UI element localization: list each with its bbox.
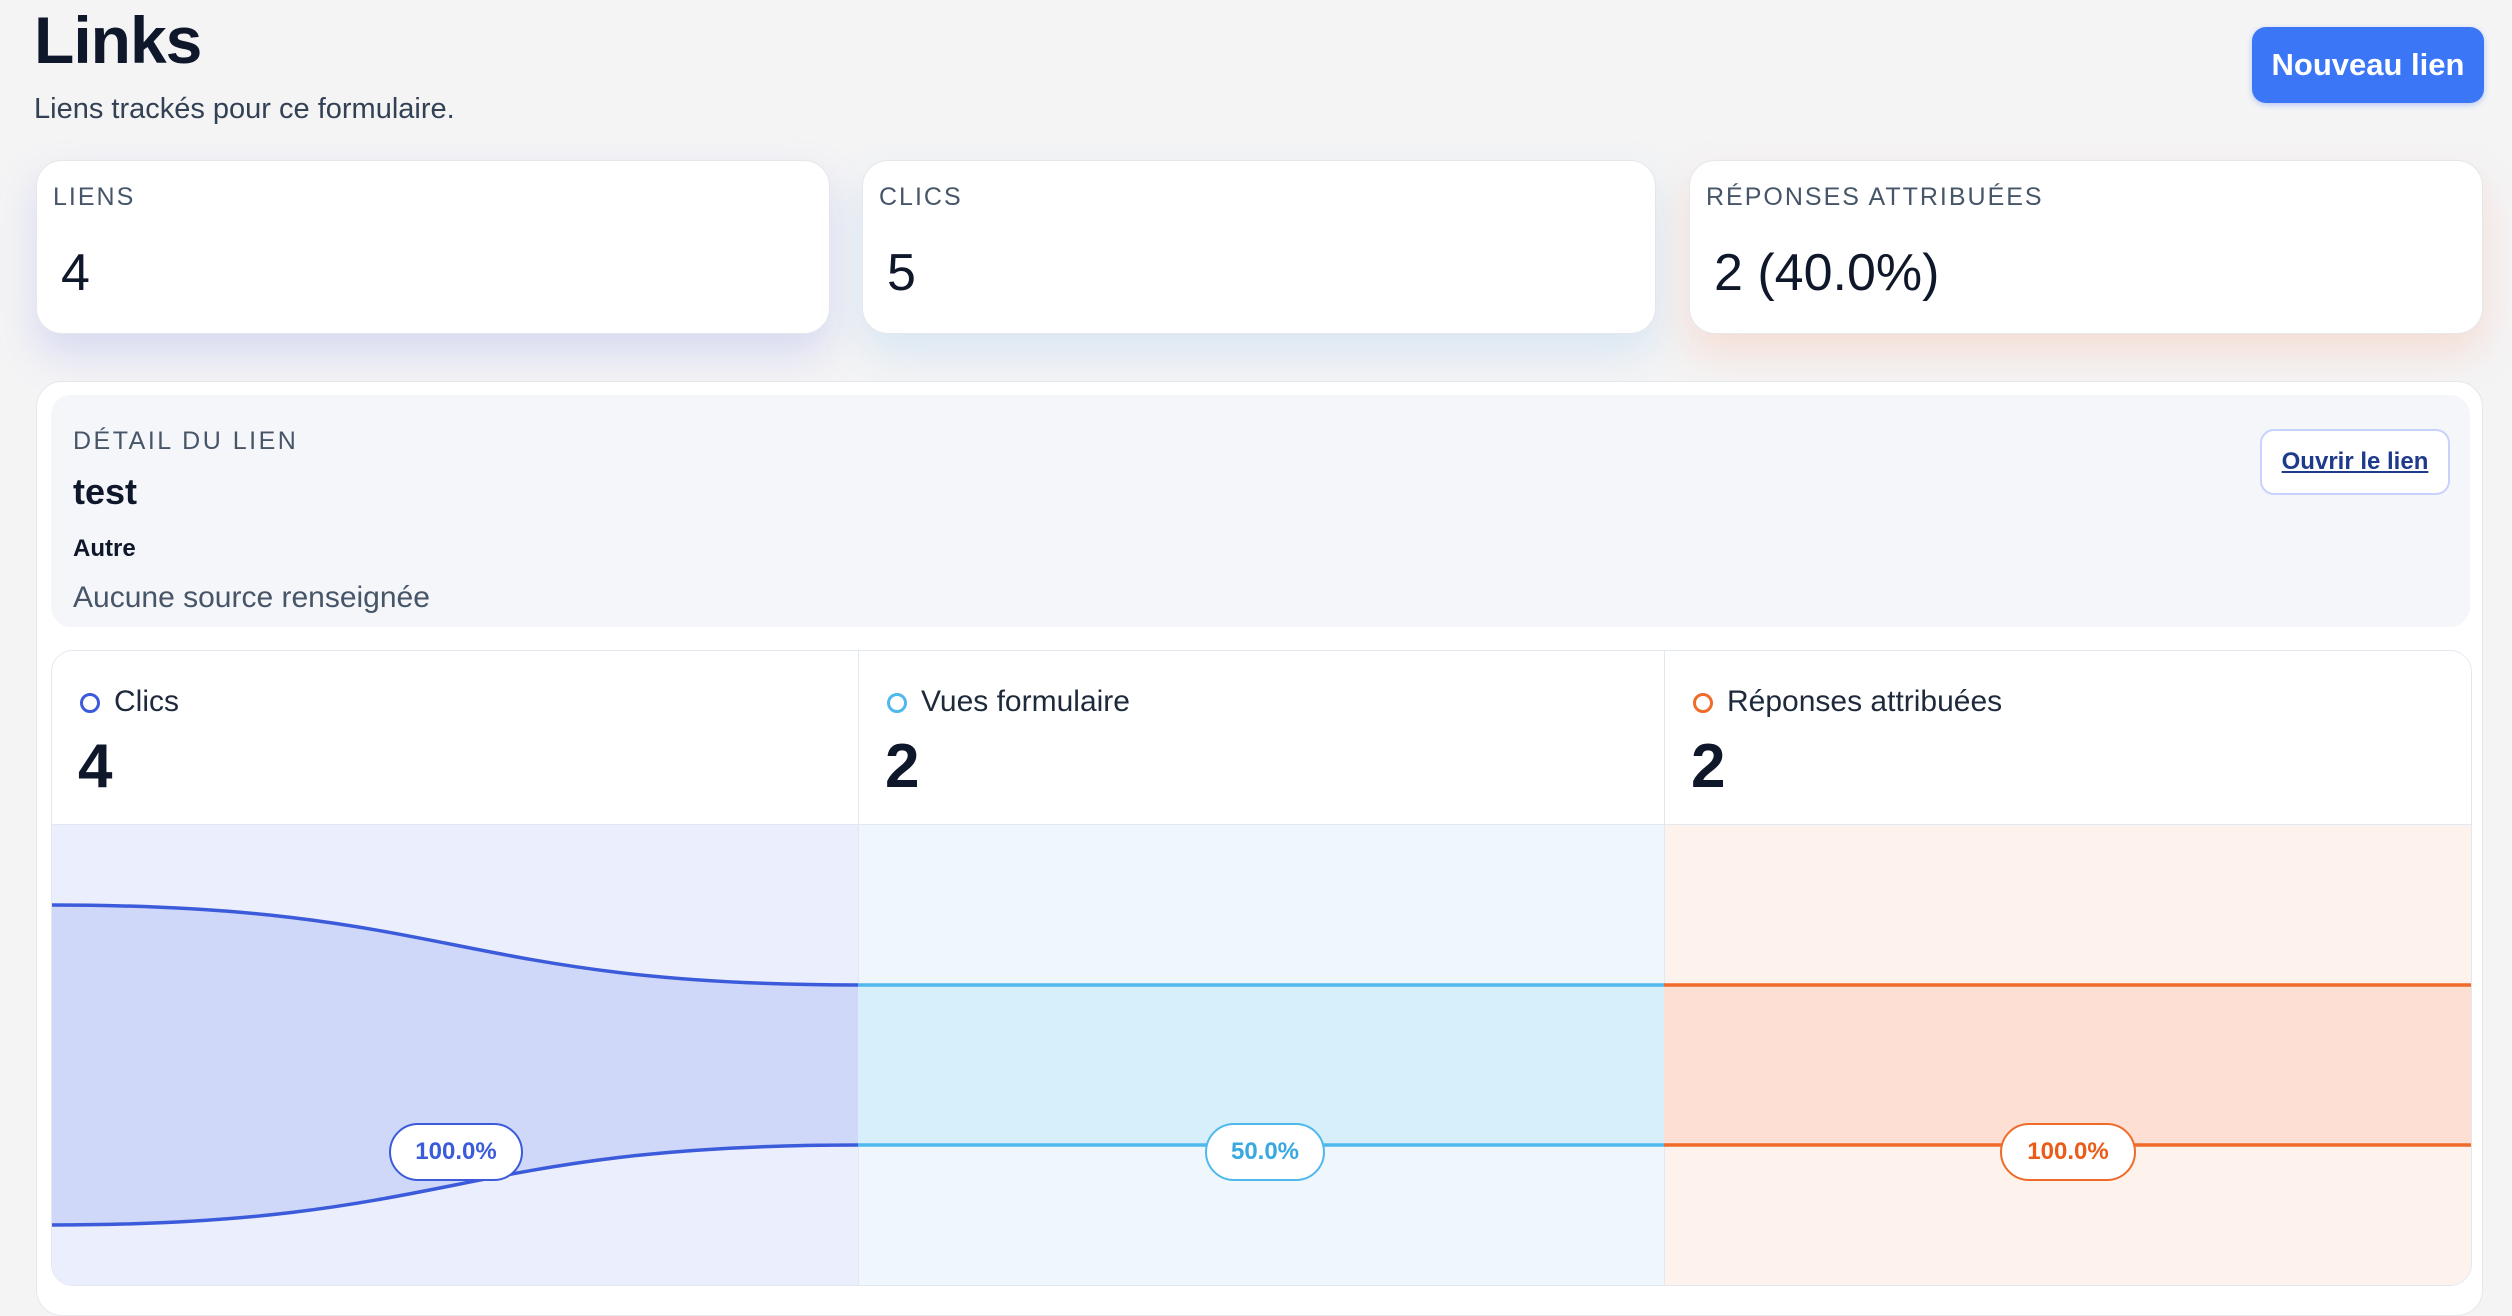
page-title: Links (34, 3, 202, 77)
funnel-flow-bottom-clicks (52, 1143, 859, 1227)
funnel-step-label: Clics (114, 685, 179, 718)
funnel-flow-area-responses (1664, 985, 2471, 1145)
stat-card-responses: RÉPONSES ATTRIBUÉES 2 (40.0%) (1689, 160, 2483, 334)
link-name: test (73, 471, 138, 512)
circle-icon (1693, 693, 1713, 713)
funnel-step-value: 2 (1691, 732, 1726, 801)
stat-card-links: LIENS 4 (36, 160, 830, 334)
circle-icon (80, 693, 100, 713)
page-subtitle: Liens trackés pour ce formulaire. (34, 93, 455, 125)
funnel-step-header: Vues formulaire 2 (859, 651, 1664, 825)
new-link-button[interactable]: Nouveau lien (2252, 27, 2484, 103)
funnel-step-label: Vues formulaire (921, 685, 1130, 718)
funnel-step-header: Clics 4 (52, 651, 858, 825)
link-source: Aucune source renseignée (73, 581, 430, 614)
circle-icon (887, 693, 907, 713)
funnel-step-header: Réponses attribuées 2 (1665, 651, 2471, 825)
stat-value: 4 (61, 244, 90, 302)
stat-value: 5 (887, 244, 916, 302)
funnel-step-value: 2 (885, 732, 920, 801)
funnel-flow-area-views (858, 985, 1664, 1145)
funnel-step-label: Réponses attribuées (1727, 685, 2003, 718)
stat-card-clicks: CLICS 5 (862, 160, 1656, 334)
detail-eyebrow: DÉTAIL DU LIEN (73, 427, 299, 455)
stat-value: 2 (40.0%) (1714, 244, 1940, 302)
open-link-button[interactable]: Ouvrir le lien (2260, 429, 2450, 495)
link-type: Autre (73, 535, 136, 562)
conversion-rate-badge: 100.0% (389, 1123, 523, 1181)
funnel-flow (52, 903, 2471, 1227)
funnel-flow-top-clicks (52, 903, 859, 987)
funnel-flow-area-clicks (52, 905, 858, 1225)
funnel-step-value: 4 (78, 732, 113, 801)
link-detail-card: DÉTAIL DU LIEN test Autre Aucune source … (36, 381, 2483, 1316)
funnel-chart: Clics 4 Vues formulaire 2 Réponses attri… (51, 650, 2472, 1286)
stat-label: RÉPONSES ATTRIBUÉES (1706, 183, 2044, 211)
stat-label: LIENS (53, 183, 136, 211)
conversion-rate-badge: 50.0% (1205, 1123, 1325, 1181)
stat-label: CLICS (879, 183, 963, 211)
conversion-rate-badge: 100.0% (2000, 1123, 2136, 1181)
link-detail-panel: DÉTAIL DU LIEN test Autre Aucune source … (51, 395, 2470, 627)
